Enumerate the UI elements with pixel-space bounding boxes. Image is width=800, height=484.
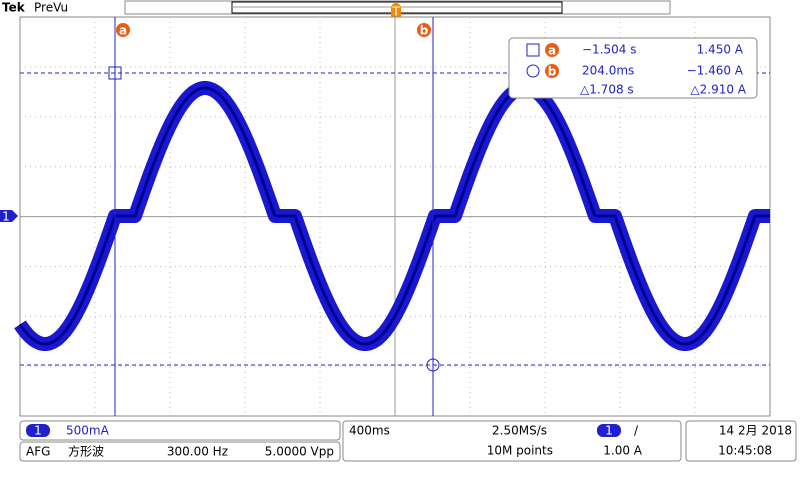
sample-rate: 2.50MS/s	[492, 424, 547, 438]
channel-box	[19, 420, 341, 441]
cursor-a-label: a	[119, 24, 127, 38]
record-length: 10M points	[487, 444, 553, 458]
cursor-b-label: b	[420, 24, 429, 38]
readout-b-icon	[526, 64, 540, 78]
channel-badge	[26, 424, 50, 437]
delta-time: △1.708 s	[580, 83, 634, 97]
trigger-level: 1.00 A	[603, 444, 643, 458]
timebase: 400ms	[349, 424, 390, 438]
trigger-badge	[597, 424, 621, 437]
waveform	[14, 81, 776, 351]
channel-number: 1	[34, 424, 42, 438]
waveform-core	[18, 86, 770, 346]
trigger-channel: 1	[605, 424, 613, 438]
time: 10:45:08	[718, 444, 772, 458]
horizontal-box	[342, 420, 682, 462]
date: 14 2月 2018	[719, 424, 792, 438]
afg-wave: 方形波	[68, 444, 104, 459]
afg-box	[19, 441, 341, 462]
cursor-a-handle	[108, 66, 122, 80]
trigger-marker: T	[391, 5, 400, 19]
readout-box	[508, 37, 758, 99]
readout-a-label: a	[548, 44, 556, 58]
a-time: −1.504 s	[582, 43, 636, 57]
afg: AFG	[26, 445, 50, 459]
channel-marker: 1	[2, 210, 10, 224]
readout-a-badge	[545, 43, 559, 57]
readout-b-label: b	[548, 65, 557, 79]
afg-amp: 5.0000 Vpp	[265, 445, 334, 459]
datetime-box	[685, 420, 797, 462]
delta-value: △2.910 A	[690, 83, 746, 97]
cursor-b-handle	[426, 358, 440, 372]
channel-scale: 500mA	[66, 424, 110, 438]
channel-marker-shape	[0, 210, 18, 222]
brand: Tek	[2, 1, 26, 15]
b-value: −1.460 A	[687, 64, 744, 78]
trigger-slope: /	[634, 424, 639, 438]
a-value: 1.450 A	[697, 43, 744, 57]
afg-freq: 300.00 Hz	[167, 445, 228, 459]
cursor-b-badge	[417, 23, 431, 37]
mode: PreVu	[34, 1, 68, 15]
cursor-a-badge	[116, 23, 130, 37]
b-time: 204.0ms	[582, 64, 634, 78]
readout-a-icon	[526, 43, 540, 57]
readout-b-badge	[545, 64, 559, 78]
